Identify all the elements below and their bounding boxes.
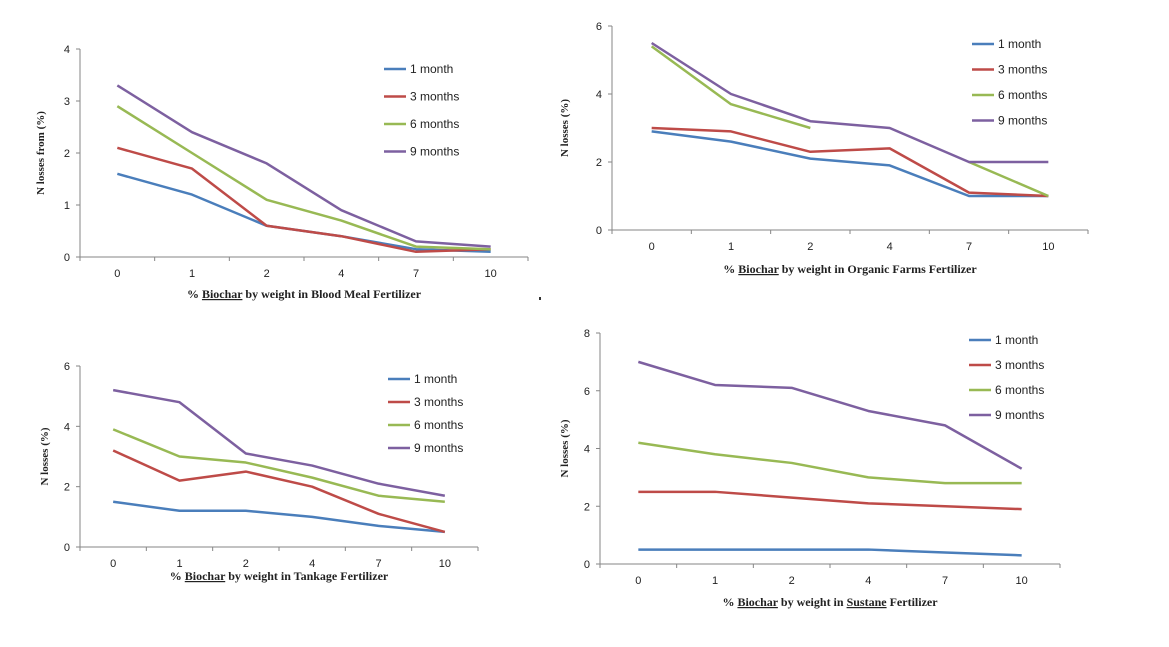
y-tick-label: 6	[64, 361, 70, 373]
y-tick-label: 6	[596, 21, 602, 33]
x-tick-label: 1	[189, 268, 195, 280]
y-tick-label: 4	[64, 421, 70, 433]
y-axis-label: N losses (%)	[560, 419, 571, 477]
y-tick-label: 2	[64, 148, 70, 160]
series-line-9-months	[650, 41, 1049, 164]
y-tick-label: 1	[64, 200, 70, 212]
y-tick-label: 2	[596, 157, 602, 169]
x-axis-label: % Biochar by weight in Blood Meal Fertil…	[187, 287, 422, 301]
x-tick-label: 1	[728, 241, 734, 253]
y-tick-label: 0	[584, 559, 590, 571]
series-line-9-months	[116, 84, 491, 248]
y-tick-label: 6	[584, 386, 590, 398]
series-line-3-months	[651, 126, 1049, 198]
series-line-6-months	[112, 428, 445, 503]
y-tick-label: 0	[64, 252, 70, 264]
y-tick-label: 2	[584, 501, 590, 513]
x-tick-label: 7	[942, 575, 948, 587]
x-tick-label: 0	[649, 241, 655, 253]
y-tick-label: 8	[584, 328, 590, 340]
legend-label: 6 months	[414, 418, 463, 432]
y-axis-label: N losses from (%)	[35, 111, 47, 195]
x-tick-label: 7	[966, 241, 972, 253]
x-tick-label: 4	[865, 575, 871, 587]
x-tick-label: 0	[635, 575, 641, 587]
x-tick-label: 2	[264, 268, 270, 280]
legend-label: 3 months	[410, 90, 459, 104]
series-line-9-months	[637, 360, 1023, 470]
x-tick-label: 2	[243, 558, 249, 570]
x-axis-label: % Biochar by weight in Sustane Fertilize…	[722, 595, 938, 609]
y-tick-label: 3	[64, 96, 70, 108]
stray-mark	[539, 297, 541, 300]
legend-label: 9 months	[414, 441, 463, 455]
series-line-9-months	[112, 388, 446, 497]
series-line-1-month	[112, 500, 445, 534]
x-tick-label: 2	[789, 575, 795, 587]
series-line-3-months	[638, 490, 1022, 511]
y-axis-label: N losses (%)	[39, 427, 51, 485]
legend-label: 6 months	[410, 117, 459, 131]
y-axis-label: N losses (%)	[560, 99, 571, 157]
x-tick-label: 10	[1016, 575, 1028, 587]
legend-label: 1 month	[995, 333, 1038, 347]
x-tick-label: 7	[375, 558, 381, 570]
legend-label: 6 months	[998, 88, 1047, 102]
legend-label: 3 months	[995, 358, 1044, 372]
series-line-1-month	[651, 130, 1049, 198]
x-tick-label: 10	[1042, 241, 1054, 253]
x-axis-label: % Biochar by weight in Organic Farms Fer…	[723, 262, 977, 276]
x-tick-label: 1	[176, 558, 182, 570]
legend-label: 1 month	[998, 37, 1041, 51]
x-tick-label: 4	[338, 268, 344, 280]
series-line-3-months	[116, 146, 491, 254]
legend-label: 9 months	[998, 114, 1047, 128]
legend-label: 3 months	[998, 63, 1047, 77]
legend-label: 9 months	[995, 408, 1044, 422]
legend-label: 1 month	[410, 62, 453, 76]
legend-label: 1 month	[414, 372, 457, 386]
series-line-6-months	[116, 105, 491, 251]
x-tick-label: 2	[807, 241, 813, 253]
x-axis-label: % Biochar by weight in Tankage Fertilize…	[170, 569, 389, 583]
y-tick-label: 4	[596, 89, 602, 101]
series-line-6-months	[650, 45, 811, 130]
chart-blood-meal: 0 1 2 3 4 0 1 2 4 7 10 1 month 3 months 6 months 9 mon…	[35, 44, 529, 301]
x-tick-label: 7	[413, 268, 419, 280]
y-tick-label: 4	[584, 444, 590, 456]
chart-organic-farms: 0 2 4 6 0 1 2 4 7 10 1 month 3 months 6 months 9 mont…	[560, 21, 1089, 276]
series-line-1-month	[638, 548, 1022, 557]
legend-label: 9 months	[410, 145, 459, 159]
x-tick-label: 0	[110, 558, 116, 570]
series-line-6-months	[968, 160, 1049, 198]
y-tick-label: 4	[64, 44, 70, 56]
x-tick-label: 10	[439, 558, 451, 570]
x-tick-label: 1	[712, 575, 718, 587]
x-tick-label: 10	[485, 268, 497, 280]
y-tick-label: 0	[596, 225, 602, 237]
legend-label: 3 months	[414, 395, 463, 409]
chart-tankage: 0 2 4 6 0 1 2 4 7 10 1 month 3 months 6 months 9 mont…	[39, 361, 479, 583]
y-tick-label: 0	[64, 542, 70, 554]
series-line-3-months	[112, 449, 446, 534]
x-tick-label: 4	[887, 241, 893, 253]
legend-label: 6 months	[995, 383, 1044, 397]
x-tick-label: 0	[114, 268, 120, 280]
series-line-6-months	[638, 441, 1022, 485]
y-tick-label: 2	[64, 482, 70, 494]
chart-sustane: 0 2 4 6 8 0 1 2 4 7 10 1 month 3 months 6 months 9 mon…	[560, 328, 1061, 609]
x-tick-label: 4	[309, 558, 315, 570]
